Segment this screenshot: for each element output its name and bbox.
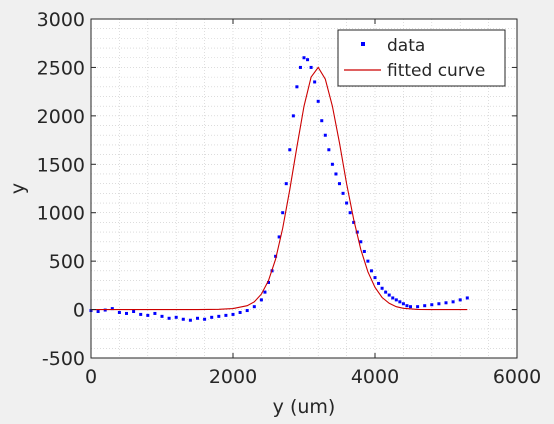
data-point xyxy=(391,296,395,300)
data-point xyxy=(252,305,256,309)
data-point xyxy=(423,304,427,308)
data-point xyxy=(437,302,441,306)
y-tick-label: 1500 xyxy=(37,154,85,176)
legend-label-fitted-curve: fitted curve xyxy=(387,61,485,81)
axes-box xyxy=(90,18,518,359)
x-axis-label: y (um) xyxy=(273,396,336,418)
data-point xyxy=(327,148,331,152)
data-point xyxy=(369,269,373,273)
data-point xyxy=(295,85,299,89)
data-point xyxy=(210,315,214,319)
data-point xyxy=(334,172,338,176)
data-point xyxy=(160,314,164,318)
data-point xyxy=(306,58,310,62)
x-tick-label: 2000 xyxy=(209,366,257,388)
data-point xyxy=(362,249,366,253)
data-point xyxy=(110,307,114,311)
data-point xyxy=(263,290,267,294)
data-point xyxy=(274,254,278,258)
data-point xyxy=(401,302,405,306)
fitted-curve-line xyxy=(91,66,468,311)
data-point xyxy=(387,293,391,297)
data-point xyxy=(288,148,292,152)
data-point xyxy=(409,305,412,309)
data-point xyxy=(313,80,317,84)
data-point xyxy=(348,211,352,215)
data-point xyxy=(405,304,409,308)
data-point xyxy=(302,56,306,60)
data-point xyxy=(366,259,370,263)
y-tick-label: 2000 xyxy=(37,106,85,128)
data-point xyxy=(298,65,302,69)
data-point xyxy=(377,281,381,285)
data-point xyxy=(139,312,143,316)
legend-box xyxy=(337,29,506,87)
x-tick-label: 0 xyxy=(85,366,97,388)
legend: data fitted curve xyxy=(337,29,506,87)
data-point xyxy=(352,220,356,224)
data-point xyxy=(355,230,359,234)
y-tick-label: 3000 xyxy=(37,9,85,31)
data-point xyxy=(188,318,192,322)
data-point xyxy=(284,182,288,186)
data-point xyxy=(146,313,150,317)
y-tick-label: 500 xyxy=(49,251,85,273)
data-point xyxy=(380,286,384,290)
y-tick-label: -500 xyxy=(42,348,85,370)
data-point xyxy=(444,301,448,305)
legend-label-data: data xyxy=(387,36,425,56)
legend-marker-data xyxy=(361,42,365,46)
data-point xyxy=(384,290,388,294)
data-point xyxy=(451,300,455,304)
data-point xyxy=(153,311,157,315)
data-point xyxy=(96,310,100,314)
data-point xyxy=(338,182,341,186)
data-point xyxy=(373,276,377,280)
data-point xyxy=(238,310,242,314)
x-tick-label: 4000 xyxy=(351,366,399,388)
data-point xyxy=(465,296,469,300)
data-point xyxy=(217,314,221,318)
y-axis-label: y xyxy=(7,183,29,194)
data-point xyxy=(416,305,420,309)
data-point xyxy=(316,99,320,103)
data-point xyxy=(330,162,334,166)
x-tick-label: 6000 xyxy=(493,366,541,388)
data-point xyxy=(458,298,462,302)
data-point xyxy=(277,235,281,239)
data-point xyxy=(181,317,185,321)
data-point xyxy=(125,311,128,315)
data-point xyxy=(394,298,398,302)
series-layer xyxy=(89,56,469,322)
data-point xyxy=(224,313,228,317)
data-point xyxy=(245,309,249,313)
data-point xyxy=(320,119,324,123)
data-point xyxy=(174,315,178,319)
data-point xyxy=(323,133,327,137)
y-tick-label: 2500 xyxy=(37,57,85,79)
data-point xyxy=(291,114,295,118)
data-point xyxy=(203,317,207,321)
data-point xyxy=(281,211,285,215)
data-point xyxy=(345,201,349,205)
data-point xyxy=(267,280,270,284)
data-point xyxy=(231,312,235,316)
data-point xyxy=(132,310,136,314)
data-point xyxy=(341,191,345,195)
data-point xyxy=(430,303,434,307)
ticks: 0 2000 4000 6000-50005001000150020002500300… xyxy=(37,9,542,388)
data-point xyxy=(167,316,171,320)
data-point xyxy=(309,65,313,69)
y-tick-label: 1000 xyxy=(37,203,85,225)
data-point xyxy=(359,240,363,244)
data-point xyxy=(117,310,121,314)
data-point xyxy=(259,298,263,302)
y-tick-label: 0 xyxy=(73,300,85,322)
data-point xyxy=(398,300,402,304)
data-point xyxy=(196,316,199,320)
